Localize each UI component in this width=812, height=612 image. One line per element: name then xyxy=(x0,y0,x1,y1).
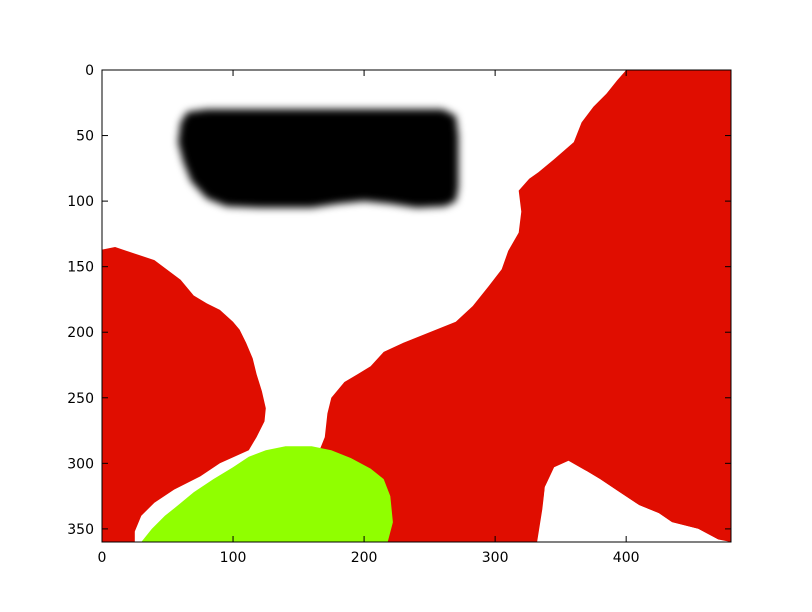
y-tick-label: 50 xyxy=(76,129,94,145)
plot-frame xyxy=(101,69,732,543)
region-red-right xyxy=(319,70,731,542)
y-tick-label: 0 xyxy=(85,63,94,79)
x-tick-label: 0 xyxy=(98,550,107,566)
x-tick-label: 300 xyxy=(482,550,509,566)
x-tick-label: 400 xyxy=(613,550,640,566)
region-green-bottom xyxy=(141,446,393,542)
y-tick-label: 300 xyxy=(67,456,94,472)
region-red-left xyxy=(102,247,266,542)
axis-ticks: 0 100 200 300 400 0 50 100 150 200 250 300 350 xyxy=(67,63,731,566)
y-tick-label: 200 xyxy=(67,325,94,341)
y-tick-label: 150 xyxy=(67,260,94,276)
x-tick-label: 100 xyxy=(220,550,247,566)
y-tick-label: 100 xyxy=(67,194,94,210)
y-tick-label: 250 xyxy=(67,391,94,407)
x-tick-label: 200 xyxy=(351,550,378,566)
region-white-hole xyxy=(539,460,718,542)
region-black-blob xyxy=(178,109,459,208)
image-regions xyxy=(102,70,731,542)
y-tick-label: 350 xyxy=(67,522,94,538)
